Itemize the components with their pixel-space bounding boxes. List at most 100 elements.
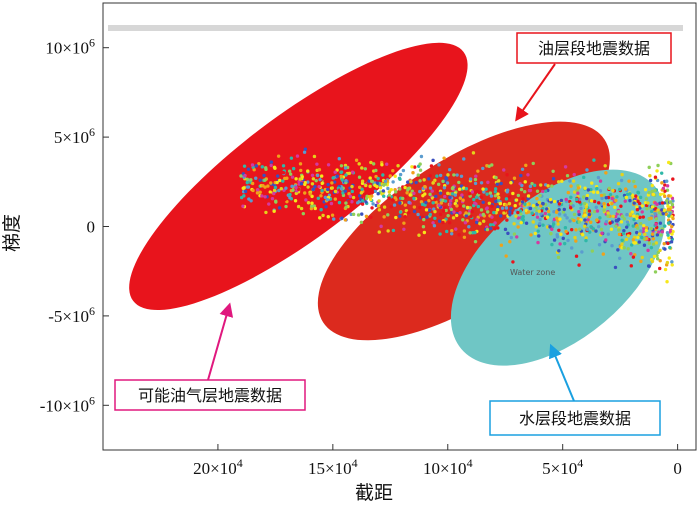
- data-point: [665, 260, 670, 265]
- data-point: [564, 197, 568, 202]
- data-point: [506, 231, 510, 236]
- data-point: [643, 232, 647, 236]
- data-point: [382, 215, 386, 219]
- data-point: [574, 228, 578, 232]
- data-point: [536, 240, 540, 245]
- data-point: [610, 244, 614, 248]
- data-point: [354, 158, 359, 162]
- data-point: [303, 182, 307, 187]
- data-point: [422, 217, 426, 222]
- data-point: [577, 220, 582, 224]
- data-point: [577, 212, 581, 217]
- data-point: [537, 209, 542, 214]
- data-point: [543, 211, 547, 216]
- data-point: [482, 219, 486, 223]
- data-point: [408, 193, 412, 197]
- data-point: [647, 241, 652, 245]
- data-point: [601, 252, 606, 256]
- data-point: [272, 188, 277, 193]
- data-point: [422, 230, 427, 235]
- data-point: [413, 165, 417, 169]
- data-point: [332, 180, 337, 184]
- data-point: [296, 187, 301, 191]
- data-point: [258, 190, 262, 194]
- data-point: [406, 180, 410, 184]
- data-point: [445, 181, 450, 185]
- data-point: [530, 181, 534, 186]
- data-point: [446, 173, 450, 177]
- data-point: [257, 161, 261, 166]
- data-point: [401, 196, 405, 201]
- data-point: [264, 210, 268, 215]
- data-point: [391, 169, 395, 173]
- data-point: [637, 240, 642, 244]
- data-point: [666, 221, 671, 225]
- data-point: [626, 247, 630, 251]
- data-point: [558, 217, 562, 221]
- callout-arrow: [549, 343, 575, 402]
- data-point: [657, 230, 661, 234]
- data-point: [576, 186, 581, 190]
- data-point: [630, 243, 634, 247]
- data-point: [526, 194, 531, 198]
- data-point: [662, 208, 667, 212]
- data-point: [406, 186, 411, 191]
- data-point: [436, 182, 441, 187]
- data-point: [551, 177, 556, 181]
- data-point: [504, 197, 509, 201]
- data-point: [616, 248, 620, 252]
- data-point: [423, 185, 427, 189]
- data-point: [464, 211, 468, 215]
- data-point: [344, 173, 348, 177]
- data-point: [444, 208, 448, 213]
- callout-box: [114, 379, 306, 411]
- data-point: [599, 193, 604, 198]
- data-point: [635, 207, 640, 212]
- data-point: [578, 227, 582, 231]
- data-point: [402, 227, 406, 231]
- data-point: [635, 226, 640, 230]
- data-point: [523, 180, 527, 184]
- data-point: [663, 247, 667, 251]
- data-point: [519, 212, 523, 216]
- data-point: [428, 186, 433, 190]
- data-point: [359, 191, 364, 195]
- data-point: [625, 220, 630, 224]
- data-point: [642, 226, 646, 231]
- data-point: [490, 163, 494, 167]
- data-point: [473, 239, 478, 244]
- data-point: [350, 200, 354, 204]
- data-point: [247, 197, 251, 201]
- data-point: [468, 206, 472, 210]
- data-point: [644, 228, 649, 233]
- data-point: [359, 220, 364, 225]
- data-point: [333, 189, 338, 194]
- data-point: [432, 224, 437, 228]
- data-point: [246, 167, 251, 171]
- data-point: [589, 199, 594, 203]
- data-point: [613, 205, 617, 209]
- data-point: [653, 201, 657, 205]
- data-point: [321, 213, 325, 218]
- data-point: [312, 154, 317, 159]
- data-point: [629, 252, 633, 256]
- data-point: [563, 213, 567, 217]
- callout-box: [489, 400, 661, 436]
- data-point: [614, 219, 619, 223]
- data-point: [622, 229, 626, 233]
- data-point: [452, 210, 456, 214]
- data-point: [670, 263, 674, 267]
- data-point: [478, 221, 482, 226]
- data-point: [614, 198, 618, 203]
- data-point: [331, 176, 335, 180]
- data-point: [651, 192, 656, 197]
- data-point: [404, 208, 409, 213]
- data-point: [656, 208, 660, 212]
- data-point: [457, 233, 461, 237]
- data-point: [293, 199, 298, 203]
- data-point: [329, 201, 334, 206]
- data-point: [287, 169, 292, 173]
- data-point: [636, 190, 640, 195]
- data-point: [432, 207, 436, 211]
